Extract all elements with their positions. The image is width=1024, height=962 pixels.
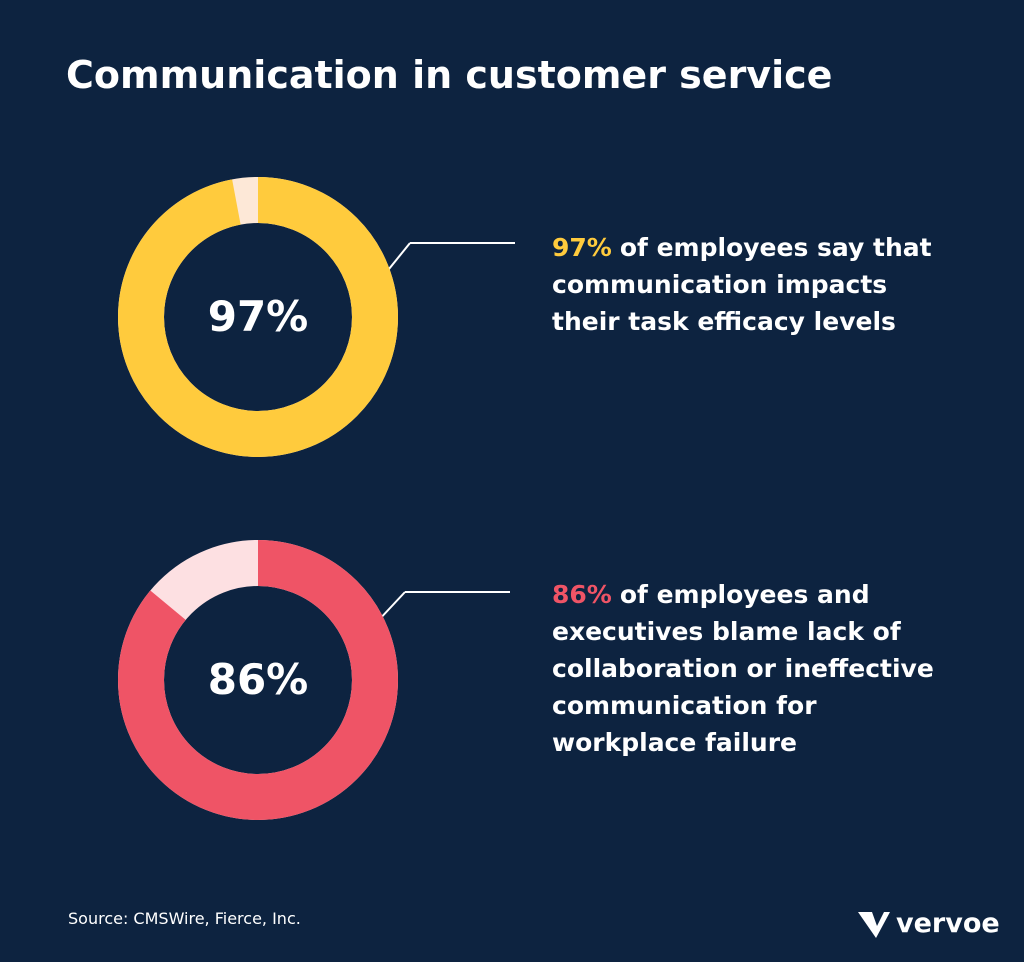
description-line: executives blame lack of <box>552 617 902 646</box>
description-line: communication impacts <box>552 270 887 299</box>
description: 97% of employees say that communication im… <box>552 233 932 336</box>
description: 86% of employees and executives blame lack… <box>552 580 934 757</box>
source: Source: CMSWire, Fierce, Inc. <box>68 909 301 928</box>
brand-icon <box>858 912 890 938</box>
highlight: 97% <box>552 233 612 262</box>
brand: vervoe <box>896 908 1000 939</box>
center-label: 97% <box>208 292 309 341</box>
description-line: their task efficacy levels <box>552 307 896 336</box>
donut-arc <box>118 540 398 820</box>
donut-arc <box>118 177 398 457</box>
description-line: workplace failure <box>552 728 797 757</box>
description-line: communication for <box>552 691 817 720</box>
description-line: of employees and <box>620 580 870 609</box>
description-line: collaboration or ineffective <box>552 654 934 683</box>
description-line: of employees say that <box>620 233 932 262</box>
highlight: 86% <box>552 580 612 609</box>
center-label: 86% <box>208 655 309 704</box>
title: Communication in customer service <box>66 53 832 97</box>
